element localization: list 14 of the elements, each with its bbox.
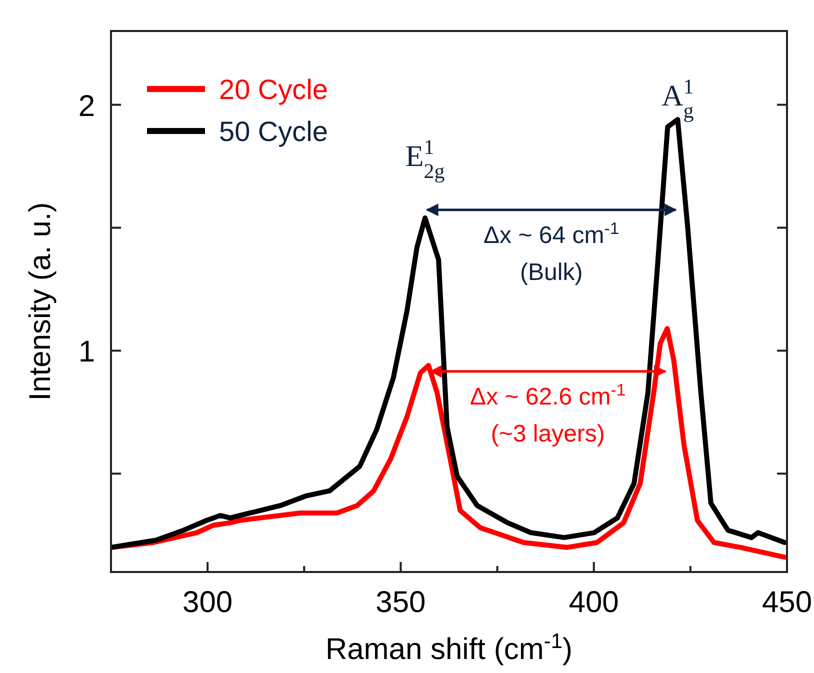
y-axis-title: Intensity (a. u.) — [24, 202, 57, 401]
y-tick-label: 1 — [78, 336, 95, 369]
y-tick-label: 2 — [78, 90, 95, 123]
x-tick-label: 300 — [182, 586, 233, 619]
annotation: (~3 layers) — [490, 420, 605, 448]
x-tick-label: 450 — [762, 586, 812, 619]
annotation: Δx ~ 62.6 cm$^{-1}$ — [470, 380, 626, 410]
x-axis-title: Raman shift (cm$^{-1}$) — [325, 630, 573, 666]
legend-label: 20 Cycle — [219, 74, 328, 105]
annotation: Δx ~ 64 cm$^{-1}$ — [484, 218, 620, 249]
legend-label: 50 Cycle — [219, 116, 328, 147]
x-tick-label: 400 — [568, 586, 619, 619]
x-tick-label: 350 — [376, 586, 426, 619]
annotation: (Bulk) — [520, 258, 583, 286]
